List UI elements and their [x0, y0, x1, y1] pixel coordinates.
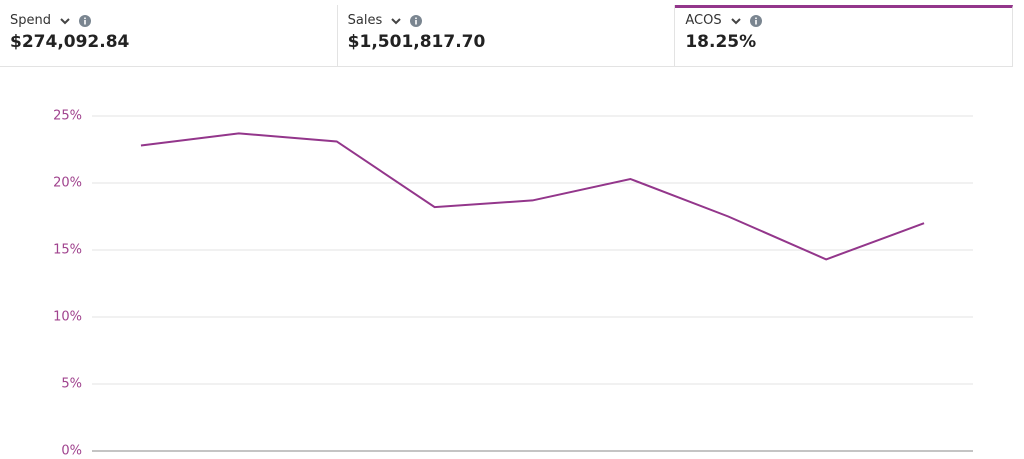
- metric-label: Sales: [347, 13, 383, 28]
- y-tick-label: 25%: [53, 109, 82, 124]
- metric-label-row: Spend: [10, 13, 327, 28]
- chevron[interactable]: [730, 15, 742, 27]
- chevron[interactable]: [59, 15, 71, 27]
- metric-tile-selected[interactable]: ACOS 18.25%: [675, 5, 1014, 66]
- metric-tiles: Spend $274,092.84 Sales $1,501,817.70 AC…: [0, 5, 1014, 67]
- info-icon[interactable]: [410, 14, 423, 27]
- metric-label-row: Sales: [348, 13, 665, 28]
- metric-value: 18.25%: [685, 32, 757, 52]
- info-icon[interactable]: [79, 14, 91, 27]
- y-tick-label: 5%: [61, 377, 82, 392]
- y-tick-label: 10%: [53, 310, 82, 325]
- info-icon[interactable]: [749, 14, 762, 27]
- chevron[interactable]: [390, 15, 402, 27]
- metric-label: ACOS: [685, 13, 722, 28]
- metric-tile[interactable]: Spend $274,092.84: [0, 5, 338, 66]
- metric-value: $1,501,817.70: [347, 32, 486, 52]
- y-tick-label: 0%: [61, 444, 82, 459]
- metric-value: $274,092.84: [10, 32, 130, 52]
- y-tick-label: 20%: [53, 176, 82, 191]
- metric-label: Spend: [10, 13, 51, 28]
- metric-label-row: ACOS: [685, 13, 1002, 28]
- y-tick-label: 15%: [53, 243, 82, 258]
- line-series: [140, 132, 925, 261]
- metric-tile[interactable]: Sales $1,501,817.70: [338, 5, 676, 66]
